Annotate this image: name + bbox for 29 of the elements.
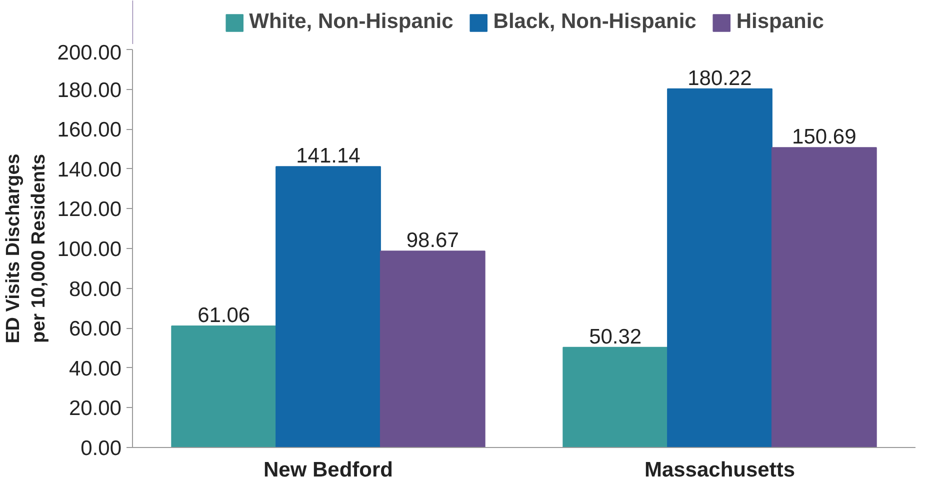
y-tick-label: 120.00 <box>57 198 122 222</box>
bar <box>276 166 381 448</box>
y-tick-label: 180.00 <box>57 78 122 102</box>
y-tick-label: 100.00 <box>57 238 122 261</box>
bar <box>171 325 277 448</box>
y-tick-label: 140.00 <box>57 158 122 182</box>
data-label: 98.67 <box>406 229 459 252</box>
data-label: 141.14 <box>296 144 361 168</box>
legend-label: White, Non-Hispanic <box>249 10 454 34</box>
data-label: 150.69 <box>792 126 856 149</box>
y-tick-label: 160.00 <box>57 118 122 142</box>
data-label: 180.22 <box>688 66 752 90</box>
legend-label: Hispanic <box>736 10 824 34</box>
y-tick-label: 80.00 <box>68 278 122 301</box>
x-tick-label: Massachusetts <box>644 458 796 482</box>
data-label: 50.32 <box>589 325 642 348</box>
x-tick-label: New Bedford <box>263 458 394 482</box>
y-tick-label: 60.00 <box>68 318 122 341</box>
y-tick-label: 20.00 <box>68 397 122 420</box>
bar <box>667 88 772 448</box>
y-tick-label: 200.00 <box>57 42 122 64</box>
y-tick-label: 0.00 <box>80 437 122 460</box>
bar <box>380 250 486 448</box>
legend-label: Black, Non-Hispanic <box>493 10 696 34</box>
bar <box>562 346 668 448</box>
y-axis-title: ED Visits Discharges per 10,000 Residents <box>3 154 50 344</box>
y-tick-label: 40.00 <box>68 357 122 380</box>
data-label: 61.06 <box>198 304 250 327</box>
bar <box>771 147 877 448</box>
